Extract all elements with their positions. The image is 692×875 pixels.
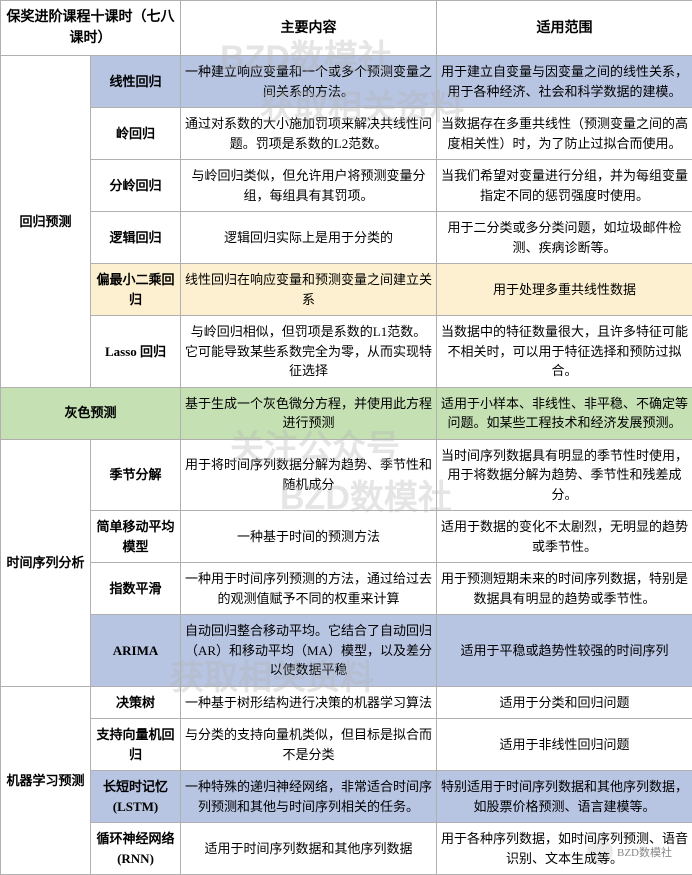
scope-cell: 用于预测短期未来的时间序列数据，特别是数据具有明显的趋势或季节性。: [437, 563, 692, 615]
scope-cell: 当我们希望对变量进行分组，并为每组变量指定不同的惩罚强度时使用。: [437, 160, 692, 212]
table-row: 机器学习预测决策树一种基于树形结构进行决策的机器学习算法适用于分类和回归问题: [1, 686, 692, 719]
content-cell: 一种用于时间序列预测的方法，通过给过去的观测值赋予不同的权重来计算: [181, 563, 437, 615]
table-row: 时间序列分析季节分解用于将时间序列数据分解为趋势、季节性和随机成分当时间序列数据…: [1, 439, 692, 511]
scope-cell: 当数据中的特征数量很大，且许多特征可能不相关时，可以用于特征选择和预防过拟合。: [437, 316, 692, 388]
table-row: 循环神经网络 (RNN)适用于时间序列数据和其他序列数据用于各种序列数据，如时间…: [1, 823, 692, 875]
content-cell: 线性回归在响应变量和预测变量之间建立关系: [181, 264, 437, 316]
method-cell: 指数平滑: [91, 563, 181, 615]
method-cell: 简单移动平均模型: [91, 511, 181, 563]
scope-cell: 用于建立自变量与因变量之间的线性关系，用于各种经济、社会和科学数据的建模。: [437, 56, 692, 108]
content-cell: 自动回归整合移动平均。它结合了自动回归（AR）和移动平均（MA）模型，以及差分以…: [181, 615, 437, 687]
category-cell: 灰色预测: [1, 387, 181, 439]
method-cell: 逻辑回归: [91, 212, 181, 264]
table-row: 指数平滑一种用于时间序列预测的方法，通过给过去的观测值赋予不同的权重来计算用于预…: [1, 563, 692, 615]
table-row: 偏最小二乘回归线性回归在响应变量和预测变量之间建立关系用于处理多重共线性数据: [1, 264, 692, 316]
method-cell: 支持向量机回归: [91, 719, 181, 771]
table-row: ARIMA自动回归整合移动平均。它结合了自动回归（AR）和移动平均（MA）模型，…: [1, 615, 692, 687]
content-cell: 一种特殊的递归神经网络，非常适合时间序列预测和其他与时间序列相关的任务。: [181, 771, 437, 823]
content-cell: 基于生成一个灰色微分方程，并使用此方程进行预测: [181, 387, 437, 439]
table-row: 支持向量机回归与分类的支持向量机类似，但目标是拟合而不是分类适用于非线性回归问题: [1, 719, 692, 771]
method-cell: 季节分解: [91, 439, 181, 511]
method-cell: 分岭回归: [91, 160, 181, 212]
table-row: 分岭回归与岭回归类似，但允许用户将预测变量分组，每组具有其罚项。当我们希望对变量…: [1, 160, 692, 212]
category-cell: 机器学习预测: [1, 686, 91, 875]
method-cell: 决策树: [91, 686, 181, 719]
content-cell: 一种基于树形结构进行决策的机器学习算法: [181, 686, 437, 719]
method-cell: 长短时记忆 (LSTM): [91, 771, 181, 823]
scope-cell: 用于二分类或多分类问题，如垃圾邮件检测、疾病诊断等。: [437, 212, 692, 264]
scope-cell: 适用于平稳或趋势性较强的时间序列: [437, 615, 692, 687]
scope-cell: 特别适用于时间序列数据和其他序列数据，如股票价格预测、语言建模等。: [437, 771, 692, 823]
scope-cell: 当数据存在多重共线性（预测变量之间的高度相关性）时，为了防止过拟合而使用。: [437, 108, 692, 160]
method-cell: Lasso 回归: [91, 316, 181, 388]
header-scope: 适用范围: [437, 1, 692, 56]
content-cell: 通过对系数的大小施加罚项来解决共线性问题。罚项是系数的L2范数。: [181, 108, 437, 160]
scope-cell: 适用于分类和回归问题: [437, 686, 692, 719]
method-cell: 循环神经网络 (RNN): [91, 823, 181, 875]
header-category: 保奖进阶课程十课时（七八课时）: [1, 1, 181, 56]
table-row: 长短时记忆 (LSTM)一种特殊的递归神经网络，非常适合时间序列预测和其他与时间…: [1, 771, 692, 823]
table-row: 简单移动平均模型一种基于时间的预测方法适用于数据的变化不太剧烈，无明显的趋势或季…: [1, 511, 692, 563]
scope-cell: 当时间序列数据具有明显的季节性时使用，用于将数据分解为趋势、季节性和残差成分。: [437, 439, 692, 511]
content-cell: 适用于时间序列数据和其他序列数据: [181, 823, 437, 875]
table-row: Lasso 回归与岭回归相似，但罚项是系数的L1范数。它可能导致某些系数完全为零…: [1, 316, 692, 388]
category-cell: 回归预测: [1, 56, 91, 388]
category-cell: 时间序列分析: [1, 439, 91, 686]
table-row: 逻辑回归逻辑回归实际上是用于分类的用于二分类或多分类问题，如垃圾邮件检测、疾病诊…: [1, 212, 692, 264]
content-cell: 与岭回归类似，但允许用户将预测变量分组，每组具有其罚项。: [181, 160, 437, 212]
method-cell: 偏最小二乘回归: [91, 264, 181, 316]
method-cell: ARIMA: [91, 615, 181, 687]
content-cell: 一种建立响应变量和一个或多个预测变量之间关系的方法。: [181, 56, 437, 108]
table-row: 灰色预测基于生成一个灰色微分方程，并使用此方程进行预测适用于小样本、非线性、非平…: [1, 387, 692, 439]
header-content: 主要内容: [181, 1, 437, 56]
table-row: 岭回归通过对系数的大小施加罚项来解决共线性问题。罚项是系数的L2范数。当数据存在…: [1, 108, 692, 160]
scope-cell: 用于处理多重共线性数据: [437, 264, 692, 316]
course-table: 保奖进阶课程十课时（七八课时）主要内容适用范围 回归预测线性回归一种建立响应变量…: [0, 0, 692, 875]
content-cell: 逻辑回归实际上是用于分类的: [181, 212, 437, 264]
scope-cell: 适用于非线性回归问题: [437, 719, 692, 771]
content-cell: 与岭回归相似，但罚项是系数的L1范数。它可能导致某些系数完全为零，从而实现特征选…: [181, 316, 437, 388]
method-cell: 岭回归: [91, 108, 181, 160]
header-row: 保奖进阶课程十课时（七八课时）主要内容适用范围: [1, 1, 692, 56]
table-row: 回归预测线性回归一种建立响应变量和一个或多个预测变量之间关系的方法。用于建立自变…: [1, 56, 692, 108]
scope-cell: 适用于数据的变化不太剧烈，无明显的趋势或季节性。: [437, 511, 692, 563]
method-cell: 线性回归: [91, 56, 181, 108]
scope-cell: 适用于小样本、非线性、非平稳、不确定等问题。如某些工程技术和经济发展预测。: [437, 387, 692, 439]
content-cell: 一种基于时间的预测方法: [181, 511, 437, 563]
content-cell: 用于将时间序列数据分解为趋势、季节性和随机成分: [181, 439, 437, 511]
scope-cell: 用于各种序列数据，如时间序列预测、语音识别、文本生成等。: [437, 823, 692, 875]
content-cell: 与分类的支持向量机类似，但目标是拟合而不是分类: [181, 719, 437, 771]
